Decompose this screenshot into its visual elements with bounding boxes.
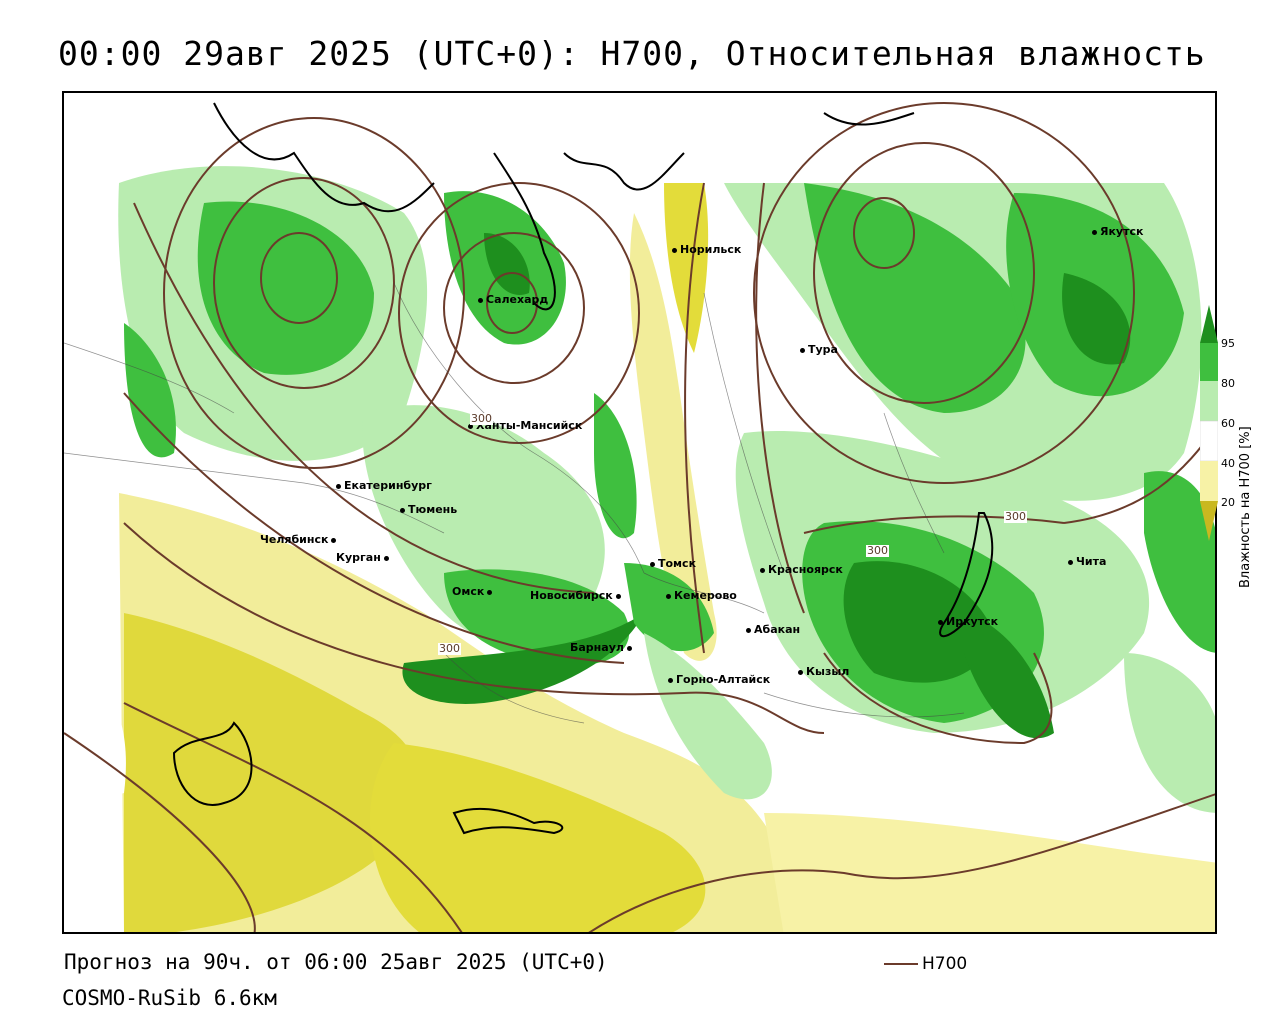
city-dot <box>331 537 337 543</box>
city-label: Иркутск <box>946 615 999 628</box>
map-frame: Салехард Норильск Якутск Тура Ханты-Манс… <box>62 91 1217 934</box>
colorbar-title: Влажность на H700 [%] <box>1238 426 1253 588</box>
city-chelyabinsk: Челябинск <box>260 533 339 546</box>
city-dot <box>798 669 803 675</box>
city-dot <box>760 567 765 573</box>
city-label: Омск <box>452 585 485 598</box>
colorbar-tick: 80 <box>1221 377 1235 390</box>
city-label: Екатеринбург <box>344 479 432 492</box>
city-label: Якутск <box>1100 225 1144 238</box>
city-abakan: Абакан <box>746 623 800 636</box>
city-norilsk: Норильск <box>672 243 741 256</box>
city-omsk: Омск <box>452 585 495 598</box>
city-label: Челябинск <box>260 533 329 546</box>
city-label: Тура <box>808 343 838 356</box>
city-novosibirsk: Новосибирск <box>530 589 624 602</box>
colorbar-tick: 40 <box>1221 457 1235 470</box>
city-label: Тюмень <box>408 503 458 516</box>
city-dot <box>672 247 677 253</box>
city-kyzyl: Кызыл <box>798 665 849 678</box>
city-label: Новосибирск <box>530 589 613 602</box>
city-dot <box>938 619 943 625</box>
city-kurgan: Курган <box>336 551 392 564</box>
city-dot <box>487 589 493 595</box>
city-kemerovo: Кемерово <box>666 589 737 602</box>
city-krasnoyarsk: Красноярск <box>760 563 843 576</box>
city-gorno-altaysk: Горно-Алтайск <box>668 673 770 686</box>
humidity-field <box>64 102 1215 932</box>
city-label: Барнаул <box>570 641 624 654</box>
city-dot <box>746 627 751 633</box>
colorbar-band <box>1200 461 1218 501</box>
colorbar-band <box>1200 381 1218 421</box>
city-label: Ханты-Мансийск <box>476 419 583 432</box>
city-dot <box>1092 229 1097 235</box>
city-label: Курган <box>336 551 381 564</box>
h700-legend-swatch <box>884 963 918 965</box>
city-dot <box>626 645 632 651</box>
city-dot <box>1068 559 1073 565</box>
humidity-colorbar <box>1200 305 1218 541</box>
city-salekhard: Салехард <box>478 293 548 306</box>
contour-label: 300 <box>1004 510 1027 523</box>
city-dot <box>615 593 621 599</box>
colorbar-bottom-arrow <box>1200 501 1218 541</box>
city-label: Абакан <box>754 623 801 636</box>
city-yekaterinburg: Екатеринбург <box>336 479 432 492</box>
city-label: Красноярск <box>768 563 843 576</box>
colorbar-top-arrow <box>1200 305 1218 343</box>
colorbar-band <box>1200 420 1218 462</box>
city-label: Кемерово <box>674 589 737 602</box>
city-tomsk: Томск <box>650 557 696 570</box>
city-dot <box>478 297 483 303</box>
city-yakutsk: Якутск <box>1092 225 1143 238</box>
city-tura: Тура <box>800 343 838 356</box>
forecast-info: Прогноз на 90ч. от 06:00 25авг 2025 (UTC… <box>64 950 608 974</box>
map-title: 00:00 29авг 2025 (UTC+0): H700, Относите… <box>58 34 1206 73</box>
city-label: Горно-Алтайск <box>676 673 771 686</box>
model-name: COSMO-RuSib 6.6км <box>62 986 277 1010</box>
city-chita: Чита <box>1068 555 1106 568</box>
city-dot <box>666 593 671 599</box>
city-tyumen: Тюмень <box>400 503 457 516</box>
city-label: Салехард <box>486 293 549 306</box>
city-dot <box>650 561 655 567</box>
city-label: Томск <box>658 557 697 570</box>
contour-label: 300 <box>866 544 889 557</box>
city-irkutsk: Иркутск <box>938 615 998 628</box>
city-dot <box>336 483 341 489</box>
city-dot <box>668 677 673 683</box>
city-dot <box>400 507 405 513</box>
city-dot <box>383 555 389 561</box>
h700-legend-label: H700 <box>922 954 968 974</box>
contour-label: 300 <box>438 642 461 655</box>
colorbar-tick: 60 <box>1221 417 1235 430</box>
colorbar-tick: 95 <box>1221 337 1235 350</box>
city-dot <box>800 347 805 353</box>
city-barnaul: Барнаул <box>570 641 635 654</box>
contour-label: 300 <box>470 412 493 425</box>
colorbar-tick: 20 <box>1221 496 1235 509</box>
city-label: Норильск <box>680 243 742 256</box>
city-label: Чита <box>1076 555 1107 568</box>
colorbar-band <box>1200 343 1218 381</box>
city-khanty-mansiysk: Ханты-Мансийск <box>468 419 582 432</box>
city-label: Кызыл <box>806 665 850 678</box>
city-dot <box>468 423 473 429</box>
